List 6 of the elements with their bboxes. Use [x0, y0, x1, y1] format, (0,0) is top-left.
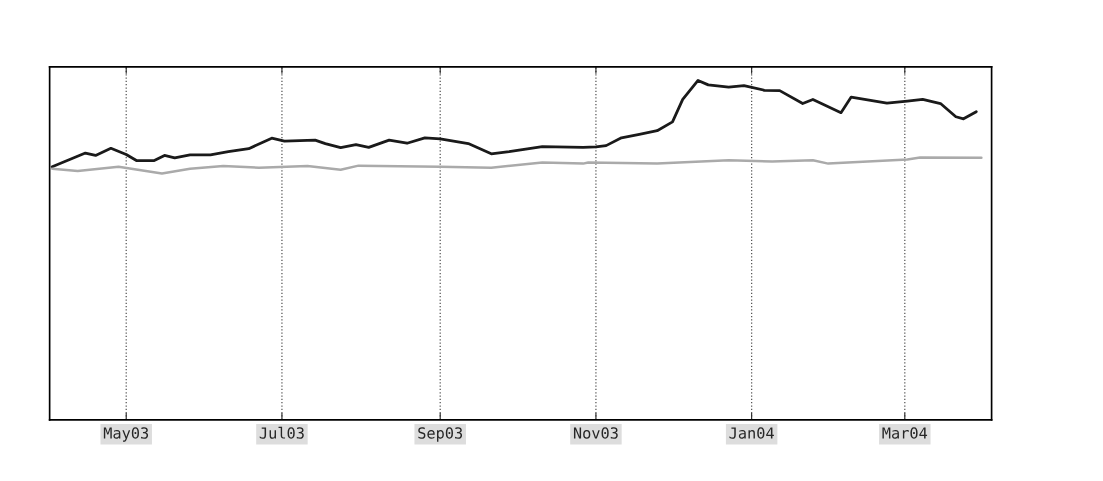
x-tick-label: Nov03	[573, 427, 618, 439]
x-tick-label: May03	[103, 427, 149, 442]
x-tick-label: Jul03	[259, 426, 304, 439]
x-tick-label: Jan04	[729, 427, 774, 439]
x-tick-label: Sep03	[418, 427, 463, 442]
x-tick-label: Mar04	[882, 427, 928, 439]
